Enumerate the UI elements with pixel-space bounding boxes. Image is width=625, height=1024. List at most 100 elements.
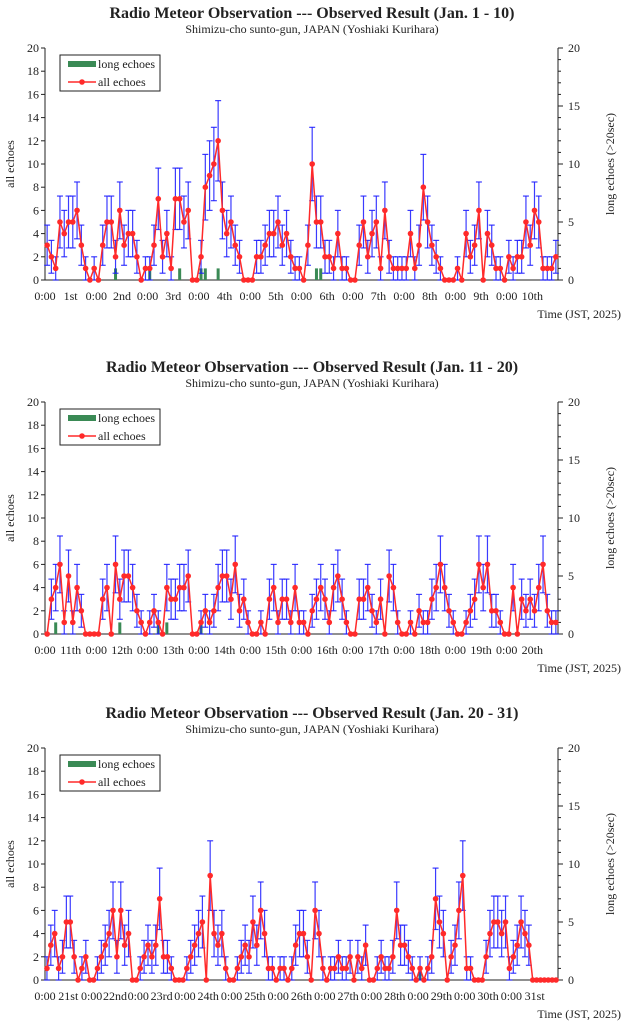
x-tick-label-time: 0:00 — [240, 643, 261, 657]
all-echoes-point — [199, 919, 206, 925]
all-echoes-point — [61, 619, 68, 626]
all-echoes-point — [327, 965, 334, 972]
all-echoes-point — [222, 965, 229, 972]
all-echoes-point — [164, 954, 171, 960]
x-tick-label-time: 0:00 — [34, 989, 55, 1003]
all-echoes-point — [234, 965, 241, 972]
all-echoes-point — [356, 242, 363, 248]
all-echoes-point — [476, 207, 482, 214]
all-echoes-point — [382, 631, 388, 637]
chart-title: Radio Meteor Observation --- Observed Re… — [106, 705, 519, 722]
legend-all-label: all echoes — [98, 75, 146, 89]
all-echoes-point — [545, 977, 552, 983]
all-echoes-point — [514, 253, 521, 260]
all-echoes-point — [459, 872, 466, 879]
all-echoes-line — [46, 875, 557, 983]
legend-long-swatch — [68, 761, 96, 767]
all-echoes-point — [168, 596, 174, 602]
all-echoes-point — [305, 631, 311, 637]
x-tick-label-time: 0:00 — [342, 289, 363, 303]
y-tick-label: 12 — [27, 834, 39, 848]
all-echoes-point — [270, 230, 277, 237]
all-echoes-point — [288, 619, 294, 626]
all-echoes-point — [493, 608, 499, 614]
all-echoes-point — [382, 965, 388, 972]
x-axis-label: Time (JST, 2025) — [537, 307, 621, 321]
all-echoes-point — [121, 942, 128, 948]
all-echoes-point — [168, 965, 175, 972]
all-echoes-point — [125, 930, 132, 937]
y2-tick-label: 15 — [568, 99, 580, 113]
all-echoes-point — [339, 965, 346, 972]
all-echoes-point — [351, 977, 357, 983]
all-echoes-point — [156, 896, 163, 902]
all-echoes-point — [373, 619, 380, 626]
all-echoes-point — [215, 138, 221, 144]
x-tick-label-day: 20th — [522, 643, 543, 657]
all-echoes-point — [98, 954, 105, 960]
all-echoes-point — [245, 619, 251, 626]
all-echoes-point — [228, 596, 234, 602]
all-echoes-point — [420, 619, 427, 626]
all-echoes-point — [288, 253, 294, 260]
all-echoes-point — [125, 230, 132, 237]
all-echoes-point — [484, 230, 491, 237]
all-echoes-point — [164, 230, 170, 237]
all-echoes-point — [420, 184, 427, 190]
x-tick-label-time: 0:00 — [291, 643, 312, 657]
all-echoes-point — [159, 253, 166, 260]
all-echoes-point — [491, 919, 497, 925]
y-tick-label: 10 — [27, 511, 39, 525]
y-tick-label: 18 — [27, 418, 39, 432]
all-echoes-point — [403, 265, 410, 272]
all-echoes-point — [232, 242, 239, 248]
all-echoes-point — [501, 277, 508, 283]
all-echoes-point — [266, 596, 273, 602]
all-echoes-point — [176, 977, 182, 983]
all-echoes-point — [249, 277, 256, 283]
all-echoes-point — [535, 584, 542, 591]
all-echoes-point — [257, 907, 264, 914]
all-echoes-point — [125, 573, 132, 579]
all-echoes-point — [223, 230, 230, 237]
all-echoes-point — [51, 930, 58, 937]
all-echoes-point — [121, 242, 127, 248]
all-echoes-point — [195, 930, 202, 937]
all-echoes-point — [313, 596, 320, 602]
all-echoes-point — [121, 573, 127, 579]
all-echoes-point — [262, 242, 268, 248]
all-echoes-point — [129, 977, 136, 983]
x-tick-label-time: 0:00 — [81, 989, 102, 1003]
chart-panel-3: Radio Meteor Observation --- Observed Re… — [3, 705, 621, 1021]
all-echoes-point — [498, 930, 505, 937]
all-echoes-point — [374, 965, 381, 972]
y-tick-label: 0 — [33, 627, 39, 641]
x-tick-label-day: 18th — [419, 643, 440, 657]
all-echoes-point — [366, 977, 373, 983]
all-echoes-point — [362, 942, 369, 948]
x-tick-label-time: 0:00 — [34, 289, 55, 303]
all-echoes-point — [441, 584, 448, 591]
all-echoes-point — [155, 196, 162, 202]
all-echoes-point — [300, 619, 307, 626]
all-echoes-point — [69, 219, 76, 225]
y2-tick-label: 10 — [568, 511, 580, 525]
all-echoes-point — [335, 230, 341, 237]
long-echo-bar — [165, 622, 169, 634]
all-echoes-point — [134, 253, 140, 260]
x-tick-label-time: 0:00 — [342, 643, 363, 657]
all-echoes-point — [463, 965, 470, 972]
all-echoes-point — [296, 930, 303, 937]
all-echoes-point — [275, 619, 281, 626]
legend-all-label: all echoes — [98, 429, 146, 443]
all-echoes-point — [137, 965, 144, 972]
all-echoes-point — [242, 942, 248, 948]
all-echoes-point — [331, 965, 338, 972]
all-echoes-point — [155, 619, 162, 626]
y-tick-label: 18 — [27, 764, 39, 778]
all-echoes-point — [317, 584, 324, 591]
x-tick-label-time: 0:00 — [445, 289, 466, 303]
all-echoes-point — [246, 954, 252, 960]
y2-tick-label: 5 — [568, 915, 574, 929]
all-echoes-point — [48, 942, 54, 948]
